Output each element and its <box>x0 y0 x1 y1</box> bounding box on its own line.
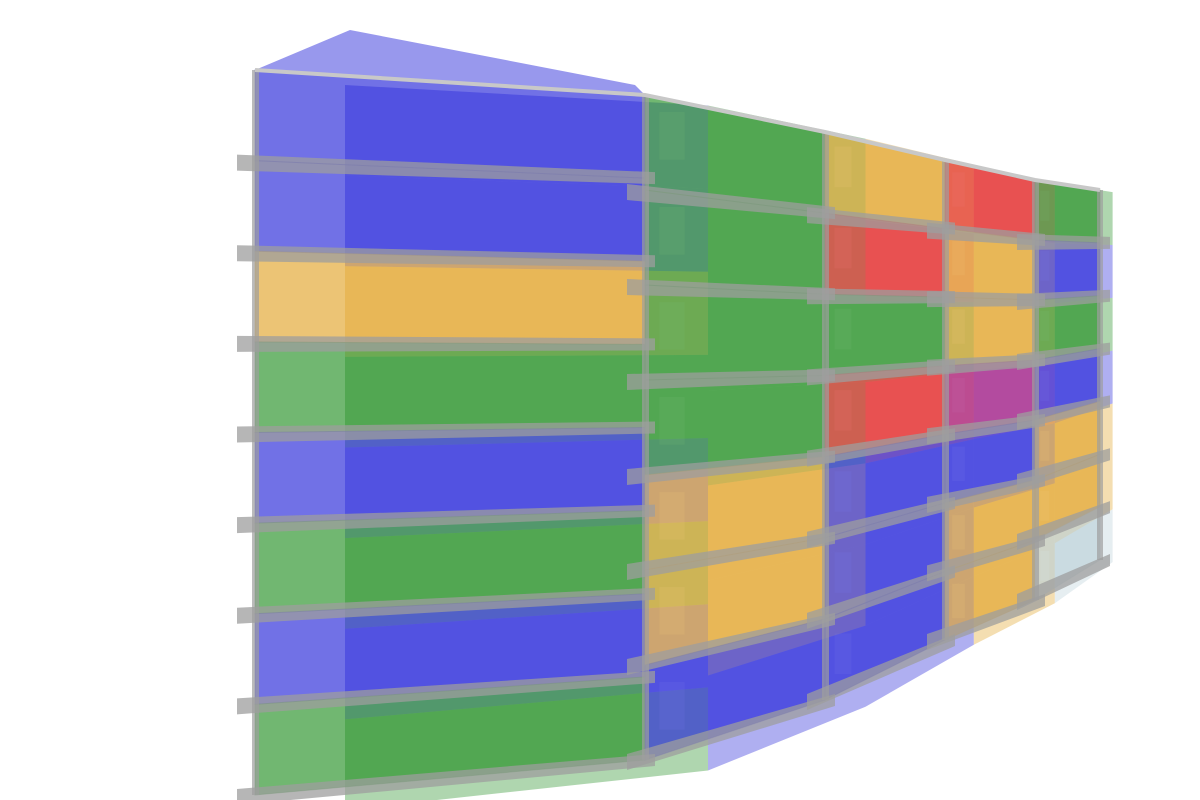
column-1 <box>252 70 259 795</box>
bay-2-slab-3 <box>627 369 835 390</box>
roof-edge <box>254 68 1101 192</box>
bay-2-slab-4 <box>627 450 835 485</box>
column-2 <box>642 95 649 760</box>
bay-4-slab-1 <box>927 222 1045 246</box>
bay-1-slab-7 <box>237 670 655 715</box>
bay-3-slab-6 <box>807 565 955 629</box>
column-6 <box>1097 190 1103 560</box>
bay-1-slab-4 <box>237 421 655 443</box>
bay-5-slab-6 <box>1017 501 1110 550</box>
bay-5-slab-1 <box>1017 234 1110 250</box>
bay-1-floor-4-unit[interactable] <box>254 341 646 434</box>
bay-3-slab-3 <box>807 359 955 386</box>
bay-1-slab-8 <box>237 754 655 800</box>
bay-4-slab-2 <box>927 291 1045 308</box>
bay-5-slab-4 <box>1017 395 1110 430</box>
bay-4-slab-3 <box>927 354 1045 376</box>
bay-4-slab-4 <box>927 414 1045 445</box>
bay-5-slab-2 <box>1017 289 1110 310</box>
bay-1-slab-3 <box>237 335 655 352</box>
column-4 <box>942 160 949 640</box>
bay-1-slab-1 <box>237 154 655 185</box>
bay-5-slab-3 <box>1017 342 1110 370</box>
bay-3-slab-5 <box>807 496 955 548</box>
bay-1-slab-2 <box>237 245 655 268</box>
bay-2-slab-6 <box>627 612 835 675</box>
bay-5-slab-7 <box>1017 554 1110 610</box>
bay-3-slab-4 <box>807 428 955 467</box>
bay-2-slab-1 <box>627 184 835 220</box>
bay-4-slab-5 <box>927 474 1045 513</box>
bay-2-slab-5 <box>627 531 835 580</box>
column-5 <box>1032 180 1039 600</box>
bay-1-slab-5 <box>237 504 655 534</box>
bay-2-slab-7 <box>627 694 835 770</box>
bay-5-slab-5 <box>1017 448 1110 490</box>
column-3 <box>822 132 829 700</box>
bay-3-slab-1 <box>807 207 955 235</box>
floor-slabs-layer <box>237 68 1110 800</box>
bay-3-slab-2 <box>807 288 955 305</box>
bay-4-slab-6 <box>927 534 1045 582</box>
bay-2-slab-2 <box>627 279 835 301</box>
roof-top-face <box>255 30 645 95</box>
bay-4-slab-7 <box>927 594 1045 650</box>
bay-1-slab-6 <box>237 587 655 624</box>
bay-3-slab-7 <box>807 634 955 710</box>
